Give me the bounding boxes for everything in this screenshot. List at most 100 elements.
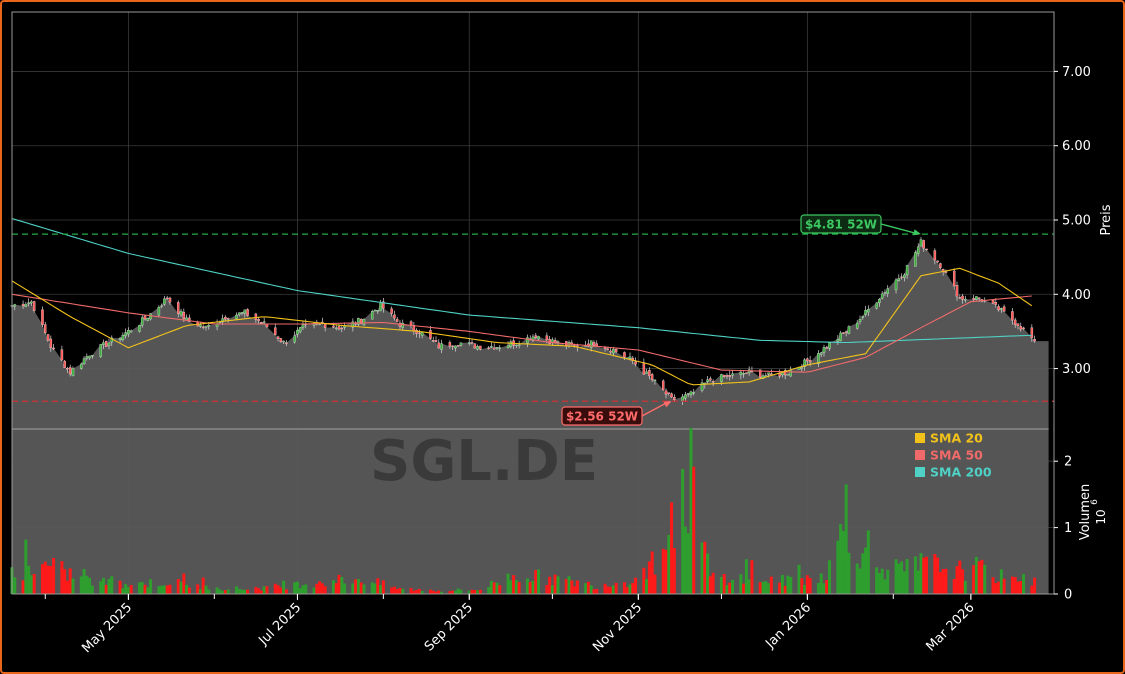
volume-bar — [104, 584, 108, 594]
candle-body — [742, 373, 745, 375]
candle-body — [301, 324, 305, 328]
candle-body — [786, 374, 790, 376]
volume-bar — [185, 584, 189, 594]
candle-body — [257, 318, 260, 321]
volume-bar — [584, 583, 588, 594]
candle-body — [362, 318, 366, 326]
candle-body — [662, 380, 665, 391]
candle-body — [545, 335, 549, 341]
candle-body — [689, 391, 693, 395]
volume-bar — [980, 559, 984, 594]
candle-body — [30, 301, 33, 304]
volume-bar — [334, 583, 338, 594]
candle-body — [226, 318, 230, 320]
candle-body — [517, 344, 521, 346]
candle-body — [670, 393, 673, 398]
candle-body — [914, 252, 917, 267]
candle-body — [880, 293, 884, 299]
volume-bar — [351, 583, 355, 594]
candle-body — [454, 345, 457, 349]
volume-layer — [10, 428, 1037, 594]
candle-body — [204, 325, 208, 328]
candle-body — [1016, 323, 1020, 327]
candle-body — [177, 302, 180, 314]
price-axis-label: Preis — [1099, 204, 1114, 235]
volume-bar — [434, 591, 438, 594]
candle-body — [91, 354, 94, 357]
candle-body — [642, 362, 646, 375]
volume-bar — [592, 589, 596, 594]
sma50-line — [11, 293, 1032, 373]
volume-bar — [645, 579, 649, 594]
candle-body — [448, 342, 452, 347]
date-tick-label: Nov 2025 — [590, 600, 645, 655]
volume-bar — [121, 588, 125, 594]
volume-bar — [162, 585, 166, 594]
legend-label: SMA 50 — [930, 448, 983, 463]
candle-body — [420, 332, 424, 336]
candle-body — [473, 343, 477, 349]
volume-bar — [575, 580, 579, 594]
sma200-line — [11, 217, 1032, 344]
volume-bar — [110, 576, 114, 594]
volume-bar — [68, 568, 72, 594]
candle-body — [939, 263, 942, 268]
candle-body — [359, 319, 363, 324]
volume-bar — [933, 554, 937, 594]
candle-body — [534, 335, 538, 338]
volume-bar — [428, 589, 432, 594]
candle-body — [667, 392, 671, 394]
candle-body — [614, 349, 618, 353]
volume-bar — [789, 576, 793, 594]
candle-body — [429, 330, 432, 339]
candle-body — [243, 309, 247, 314]
volume-bar — [129, 585, 133, 594]
date-tick-label: Sep 2025 — [422, 600, 476, 654]
candle-body — [700, 382, 704, 391]
volume-bar — [719, 576, 723, 594]
candle-body — [706, 379, 709, 382]
volume-bar — [259, 590, 263, 594]
volume-bar — [855, 563, 859, 594]
volume-bar — [1033, 577, 1037, 594]
candle-body — [606, 348, 610, 350]
candle-body — [104, 341, 108, 347]
volume-bar — [187, 587, 191, 594]
volume-axis-label: Volumen — [1078, 484, 1093, 541]
volume-bar — [841, 530, 845, 594]
candle-body — [925, 248, 928, 251]
volume-tick-label: 2 — [1064, 455, 1072, 470]
volume-bar — [279, 587, 283, 594]
volume-bar — [728, 582, 732, 594]
candle-body — [240, 312, 244, 314]
volume-bar — [822, 583, 826, 594]
volume-bar — [65, 580, 69, 594]
candle-body — [628, 356, 632, 359]
volume-bar — [168, 584, 172, 594]
volume-bar — [453, 590, 457, 594]
volume-bar — [925, 556, 929, 594]
volume-bar — [631, 582, 635, 594]
candle-body — [900, 276, 903, 278]
volume-bar — [611, 585, 615, 594]
volume-bar — [603, 583, 607, 594]
candle-body — [82, 358, 86, 365]
candle-body — [157, 306, 161, 316]
candle-body — [285, 342, 288, 344]
volume-bar — [916, 570, 920, 594]
candle-body — [1022, 327, 1025, 330]
candle-body — [875, 302, 878, 309]
candle-body — [839, 332, 842, 341]
price-area — [12, 239, 1049, 594]
volume-bar — [880, 568, 884, 594]
volume-bar — [124, 584, 128, 594]
volume-bar — [107, 578, 111, 594]
date-tick-label: May 2025 — [79, 600, 135, 656]
candle-body — [933, 250, 937, 261]
volume-bar — [1002, 578, 1006, 594]
volume-bar — [43, 561, 47, 594]
volume-bar — [913, 556, 917, 594]
volume-bar — [955, 566, 959, 594]
